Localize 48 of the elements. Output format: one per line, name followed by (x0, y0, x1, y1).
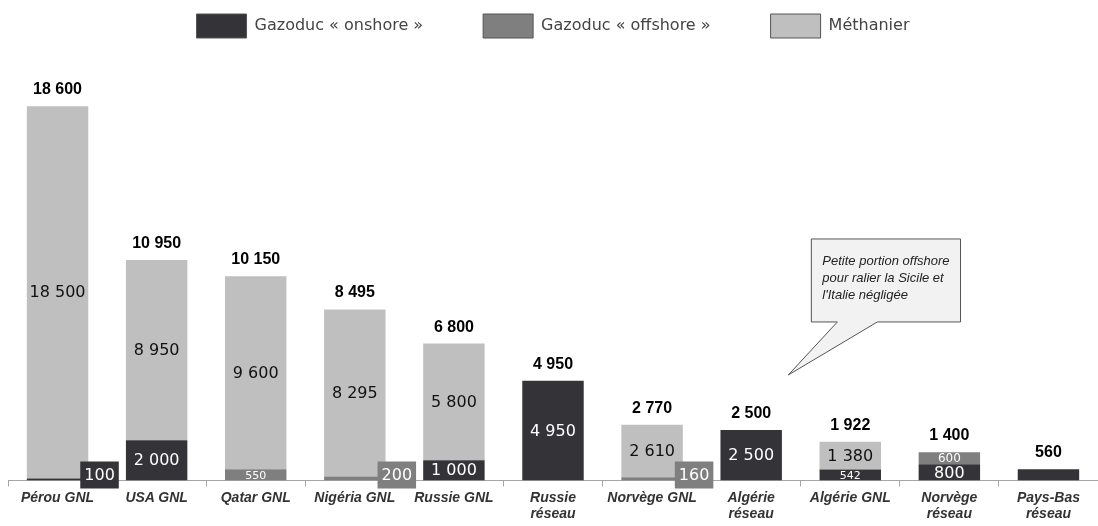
data-label: 8 950 (133, 340, 180, 360)
x-tick-label: Algérie réseau (726, 488, 776, 522)
legend-label: Méthanier (828, 15, 910, 35)
x-tick-label: Russie GNL (414, 488, 494, 505)
x-tick-label: Qatar GNL (220, 488, 291, 505)
total-label: 18 600 (33, 80, 83, 98)
legend-label: Gazoduc « offshore » (541, 15, 711, 35)
bar (423, 343, 485, 461)
x-tick-label: Pérou GNL (20, 488, 95, 505)
x-tick-label: Russie réseau (530, 488, 577, 522)
total-label: 4 950 (532, 354, 574, 372)
total-label: 2 770 (632, 398, 673, 416)
total-label: 560 (1035, 443, 1062, 461)
x-tick-label: Pays-Bas réseau (1016, 488, 1081, 522)
total-label: 6 800 (433, 317, 475, 335)
data-label: 2 000 (133, 450, 180, 470)
data-label: 550 (245, 468, 267, 482)
bar (225, 276, 287, 470)
data-label: 100 (84, 464, 115, 484)
data-label: 200 (381, 464, 413, 484)
bar (522, 380, 584, 481)
total-label: 1 400 (929, 426, 970, 444)
x-tick-label: Algérie GNL (808, 488, 891, 505)
data-label: 1 380 (827, 445, 874, 465)
x-tick-label: USA GNL (125, 488, 188, 505)
bar (720, 430, 782, 481)
data-label: 4 950 (530, 420, 576, 440)
total-label: 1 922 (830, 415, 871, 433)
data-label: 2 500 (728, 445, 775, 465)
bar (1017, 469, 1080, 481)
x-tick-label: Norvège réseau (921, 488, 978, 522)
total-label: 2 500 (731, 404, 772, 422)
bar (125, 260, 188, 441)
data-label: 542 (839, 468, 861, 482)
legend-label: Gazoduc « onshore » (254, 15, 424, 35)
total-label: 8 495 (334, 283, 375, 301)
data-label: 1 000 (431, 460, 477, 480)
data-label: 18 500 (29, 282, 86, 302)
total-label: 10 150 (231, 250, 281, 268)
data-label: 5 800 (431, 392, 477, 412)
data-label: 160 (678, 464, 710, 484)
data-label: 2 610 (629, 441, 675, 461)
data-label: 9 600 (232, 362, 279, 382)
x-tick-label: Nigéria GNL (314, 488, 396, 505)
x-tick-label: Norvège GNL (607, 488, 697, 505)
total-label: 10 950 (132, 234, 182, 252)
data-label: 8 295 (331, 383, 378, 403)
annotation: Petite portion offshore pour ralier la Sicile et l'Italie négligée (821, 252, 950, 302)
